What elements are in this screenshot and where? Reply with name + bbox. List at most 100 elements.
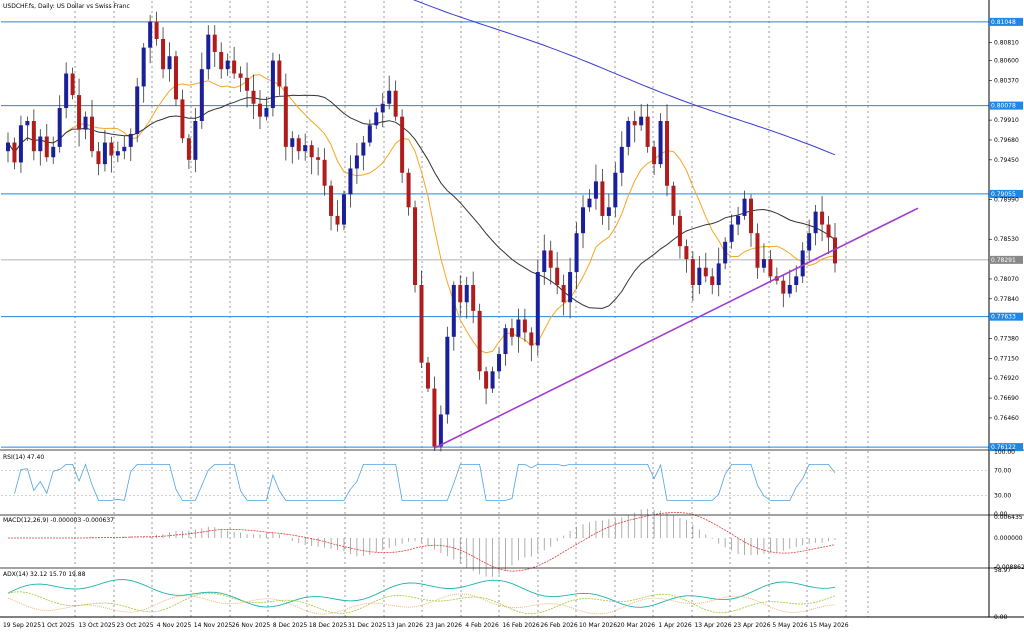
candle-bull <box>38 136 43 152</box>
candle-bull <box>464 284 469 303</box>
candle-bear <box>768 259 773 277</box>
candle-bull <box>568 272 573 303</box>
candle-bull <box>264 108 269 117</box>
candle-bull <box>606 207 611 216</box>
candle-bear <box>749 198 754 234</box>
candle-bull <box>348 168 353 195</box>
level-label: 0.81048 <box>991 19 1016 26</box>
price-tick-label: 0.80370 <box>994 77 1019 84</box>
candle-bear <box>277 60 282 87</box>
candle-bull <box>18 125 23 163</box>
candle-bull <box>587 198 592 208</box>
level-label-box <box>989 312 1023 321</box>
date-label: 13 Jan 2026 <box>387 622 423 629</box>
price-tick-label: 0.80810 <box>994 39 1019 46</box>
level-label: 0.76122 <box>991 444 1016 451</box>
date-label: 26 Feb 2026 <box>540 622 578 629</box>
candle-bull <box>122 146 127 152</box>
candle-bull <box>787 284 792 294</box>
candle-bear <box>257 103 262 117</box>
candle-bull <box>83 116 88 130</box>
candle-bull <box>51 146 56 158</box>
candle-bear <box>31 120 36 152</box>
adx-label: ADX(14) 32.12 15.70 19.88 <box>3 571 86 578</box>
candle-bear <box>419 284 424 363</box>
level-label: 0.77633 <box>991 314 1016 321</box>
candle-bear <box>109 142 114 156</box>
candle-bull <box>135 86 140 134</box>
moving-averages <box>7 0 836 354</box>
date-axis: 19 Sep 2025 1 Oct 2025 13 Oct 2025 23 Oct 2… <box>3 622 849 629</box>
candle-bull <box>374 112 379 126</box>
price-tick-label: 0.77840 <box>994 296 1019 303</box>
candle-bear <box>755 233 760 268</box>
rsi-tick-label: 30.00 <box>994 492 1011 499</box>
candle-bear <box>671 185 676 216</box>
date-label: 14 Nov 2025 <box>194 622 233 629</box>
rsi-line <box>14 463 836 501</box>
candles <box>6 11 837 452</box>
candle-bear <box>477 310 482 372</box>
horizontal-levels <box>1 21 989 448</box>
candle-bear <box>161 38 166 70</box>
candle-bear <box>232 60 237 74</box>
candle-bull <box>303 145 308 152</box>
candle-bull <box>716 263 721 285</box>
macd-label: MACD(12,26,9) -0.000003 -0.000637 <box>3 517 114 524</box>
price-tick-label: 0.78070 <box>994 276 1019 283</box>
date-label: 19 Sep 2025 <box>3 622 41 629</box>
date-label: 23 Apr 2026 <box>733 622 770 629</box>
candle-bull <box>581 207 586 234</box>
candle-bull <box>794 276 799 285</box>
candle-bear <box>245 77 250 91</box>
candle-bull <box>574 233 579 273</box>
candle-bear <box>283 86 288 147</box>
candle-bear <box>425 362 430 389</box>
candle-bull <box>445 336 450 415</box>
date-label: 18 Dec 2025 <box>309 622 348 629</box>
candle-bear <box>413 207 418 285</box>
candle-bear <box>154 21 159 39</box>
date-label: 15 May 2026 <box>809 622 848 629</box>
date-label: 23 Oct 2025 <box>116 622 153 629</box>
candle-bull <box>438 414 443 447</box>
candle-bull <box>742 198 747 216</box>
candle-bull <box>723 241 728 264</box>
candle-bull <box>497 354 502 372</box>
candle-bear <box>561 284 566 303</box>
candle-bear <box>522 319 527 333</box>
candle-bear <box>77 95 82 130</box>
candle-bear <box>296 138 301 152</box>
macd-tick-label: -0.008862 <box>994 564 1024 571</box>
macd-tick-label: 0.006435 <box>994 514 1023 521</box>
candle-bear <box>820 211 825 225</box>
candle-bull <box>736 215 741 225</box>
candle-bear <box>432 388 437 447</box>
ascending-trendline <box>434 207 919 449</box>
candle-bear <box>219 51 224 70</box>
candle-bear <box>509 328 514 337</box>
candle-bull <box>761 259 766 268</box>
candle-bear <box>316 157 321 160</box>
rsi-label: RSI(14) 47.40 <box>3 454 44 461</box>
candle-bear <box>251 90 256 104</box>
candle-bull <box>115 151 120 156</box>
level-label-box <box>989 443 1023 452</box>
candle-bull <box>503 328 508 355</box>
ma-mid-line <box>7 94 836 309</box>
date-label: 4 Nov 2025 <box>157 622 192 629</box>
level-label-box <box>989 17 1023 26</box>
date-label: 16 Feb 2026 <box>502 622 540 629</box>
date-label: 26 Nov 2025 <box>232 622 271 629</box>
candle-bull <box>57 108 62 147</box>
current-price-label: 0.78291 <box>991 257 1016 264</box>
indicator-panes <box>1 463 989 615</box>
candle-bull <box>102 142 107 165</box>
price-tick-label: 0.77150 <box>994 355 1019 362</box>
candle-bear <box>238 73 243 78</box>
candle-bear <box>645 116 650 147</box>
candle-bull <box>729 224 734 242</box>
date-label: 23 Jan 2026 <box>426 622 462 629</box>
ma-slow-line <box>412 0 836 156</box>
candle-bear <box>548 250 553 268</box>
